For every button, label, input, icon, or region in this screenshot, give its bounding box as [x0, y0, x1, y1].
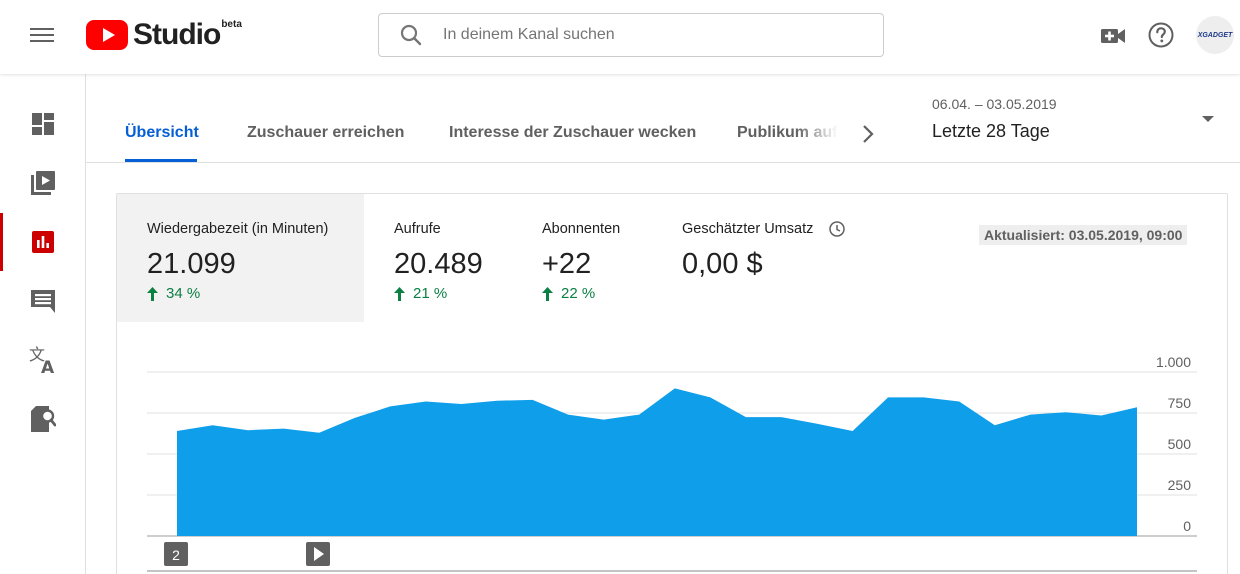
metric-value: +22: [542, 248, 592, 280]
area-chart: 0 250 500 750 1.000 2: [147, 354, 1197, 572]
metric-change-value: 22 %: [561, 285, 596, 302]
clock-icon[interactable]: [829, 221, 845, 237]
videos-icon: [31, 171, 55, 195]
hamburger-icon[interactable]: [30, 26, 54, 44]
dashboard-icon: [32, 113, 54, 135]
sidebar-item-comments[interactable]: [0, 272, 86, 330]
help-icon[interactable]: [1148, 22, 1174, 48]
metric-label: Aufrufe: [394, 221, 441, 237]
translations-icon: 文 A: [29, 345, 55, 375]
sidebar-item-translations[interactable]: 文 A: [0, 331, 86, 389]
arrow-up-icon: [147, 286, 158, 301]
date-period-selector[interactable]: Letzte 28 Tage: [932, 121, 1050, 141]
sidebar-item-dashboard[interactable]: [0, 95, 86, 153]
y-tick-label: 500: [1168, 436, 1192, 452]
svg-text:A: A: [41, 358, 55, 375]
logo-text: Studio: [133, 18, 221, 51]
metric-change: 34 %: [147, 285, 200, 302]
metric-value: 20.489: [394, 248, 483, 280]
metric-value: 0,00 $: [682, 248, 763, 280]
date-range: 06.04. – 03.05.2019: [932, 96, 1057, 112]
metric-change-value: 34 %: [166, 285, 201, 302]
search-box[interactable]: [378, 13, 884, 57]
y-tick-label: 750: [1168, 395, 1192, 411]
tab-fade: [796, 114, 856, 154]
comments-icon: [31, 290, 55, 313]
search-input[interactable]: [443, 26, 843, 44]
youtube-play-icon: [86, 20, 128, 50]
tab-uebersicht[interactable]: Übersicht: [125, 124, 199, 141]
analytics-icon: [32, 231, 54, 253]
analytics-tab-bar: Übersicht Zuschauer erreichen Interesse …: [86, 74, 1240, 163]
metric-label: Abonnenten: [542, 221, 621, 237]
sidebar-item-videos[interactable]: [0, 154, 86, 212]
arrow-up-icon: [394, 286, 405, 301]
overview-card: Wiedergabezeit (in Minuten) 21.099 34 % …: [116, 193, 1228, 574]
avatar[interactable]: XGADGET: [1196, 16, 1234, 54]
metric-change: 21 %: [394, 285, 447, 302]
metric-watch-time[interactable]: Wiedergabezeit (in Minuten) 21.099 34 %: [117, 194, 364, 322]
metric-label: Geschätzter Umsatz: [682, 221, 814, 237]
sidebar: 文 A: [0, 74, 86, 574]
sidebar-item-analytics[interactable]: [0, 213, 86, 271]
copyright-icon: [31, 406, 56, 432]
logo-badge: beta: [221, 18, 242, 30]
chevron-right-icon[interactable]: [858, 122, 878, 146]
svg-text:文: 文: [29, 345, 45, 364]
metric-change-value: 21 %: [413, 285, 448, 302]
y-tick-label: 0: [1183, 518, 1191, 534]
metric-label: Wiedergabezeit (in Minuten): [147, 221, 329, 237]
chart-area-series: [177, 388, 1137, 536]
marker-count[interactable]: 2: [164, 542, 188, 566]
watch-time-chart: 0 250 500 750 1.000 2: [117, 344, 1227, 574]
play-marker-icon[interactable]: [306, 542, 330, 566]
arrow-up-icon: [542, 286, 553, 301]
tab-zuschauer-erreichen[interactable]: Zuschauer erreichen: [247, 124, 405, 141]
metric-change: 22 %: [542, 285, 595, 302]
metric-views[interactable]: Aufrufe 20.489 21 %: [364, 194, 514, 322]
sidebar-item-copyright[interactable]: [0, 390, 86, 448]
top-bar: Studio beta XGADGET: [0, 0, 1240, 74]
last-updated-badge: Aktualisiert: 03.05.2019, 09:00: [979, 225, 1188, 245]
y-tick-label: 1.000: [1156, 354, 1191, 370]
chevron-down-icon[interactable]: [1200, 114, 1216, 124]
metric-value: 21.099: [147, 248, 236, 280]
metric-subscribers[interactable]: Abonnenten +22 22 %: [514, 194, 654, 322]
search-icon: [400, 24, 422, 46]
active-tab-indicator: [125, 159, 197, 162]
tab-interesse-wecken[interactable]: Interesse der Zuschauer wecken: [449, 124, 697, 141]
metric-revenue[interactable]: Geschätzter Umsatz 0,00 $: [654, 194, 874, 322]
marker-count-label: 2: [172, 547, 180, 563]
create-video-icon[interactable]: [1100, 25, 1126, 47]
y-tick-label: 250: [1168, 477, 1192, 493]
studio-logo[interactable]: Studio beta: [86, 18, 242, 52]
